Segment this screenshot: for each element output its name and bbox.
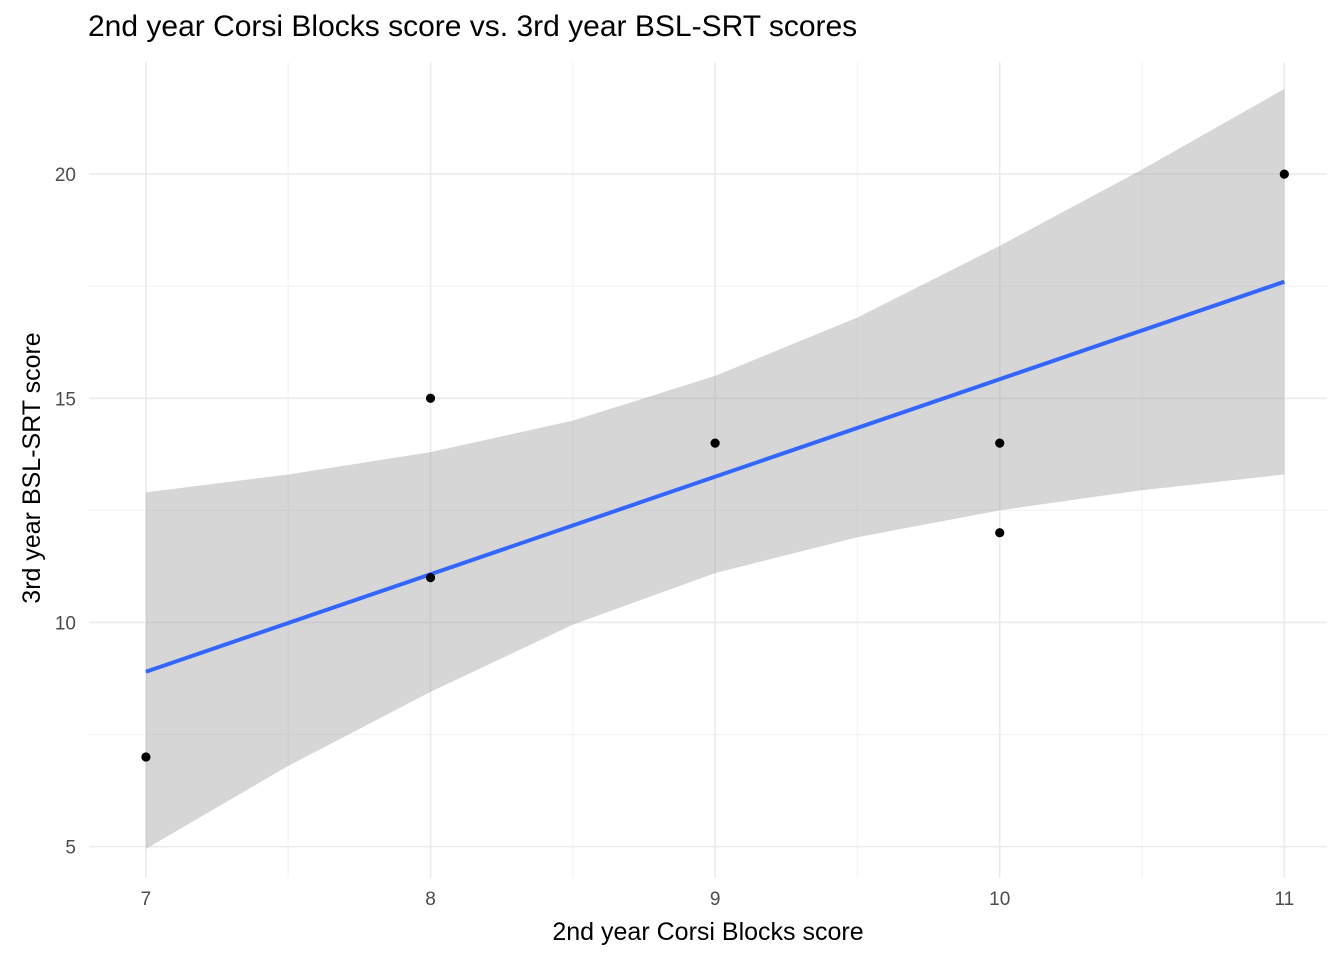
data-point [995, 528, 1005, 538]
data-points [141, 169, 1289, 762]
y-tick-label: 5 [65, 838, 76, 859]
major-gridlines [89, 62, 1327, 878]
y-tick-label: 15 [55, 389, 76, 410]
x-axis-title: 2nd year Corsi Blocks score [552, 918, 863, 946]
y-tick-label: 10 [55, 613, 76, 634]
data-point [1279, 169, 1289, 179]
data-point [141, 752, 151, 762]
y-axis-title: 3rd year BSL-SRT score [18, 332, 46, 603]
fit-line-layer [145, 279, 1285, 674]
data-point [995, 438, 1005, 448]
y-axis-tick-labels: 5 10 15 20 [55, 165, 76, 859]
x-axis-tick-labels: 7 8 9 10 11 [141, 889, 1295, 910]
x-tick-label: 10 [989, 889, 1010, 910]
confidence-band-layer [145, 88, 1285, 849]
x-tick-label: 9 [710, 889, 721, 910]
data-point [425, 573, 436, 583]
data-point [710, 438, 720, 448]
regression-line [145, 279, 1285, 674]
confidence-band [145, 88, 1285, 849]
x-tick-label: 7 [141, 889, 152, 910]
x-tick-label: 8 [425, 889, 436, 910]
x-tick-label: 11 [1274, 889, 1294, 910]
data-point [425, 393, 436, 403]
y-tick-label: 20 [55, 165, 76, 186]
minor-gridlines [89, 62, 1327, 878]
chart-title: 2nd year Corsi Blocks score vs. 3rd year… [88, 10, 858, 43]
